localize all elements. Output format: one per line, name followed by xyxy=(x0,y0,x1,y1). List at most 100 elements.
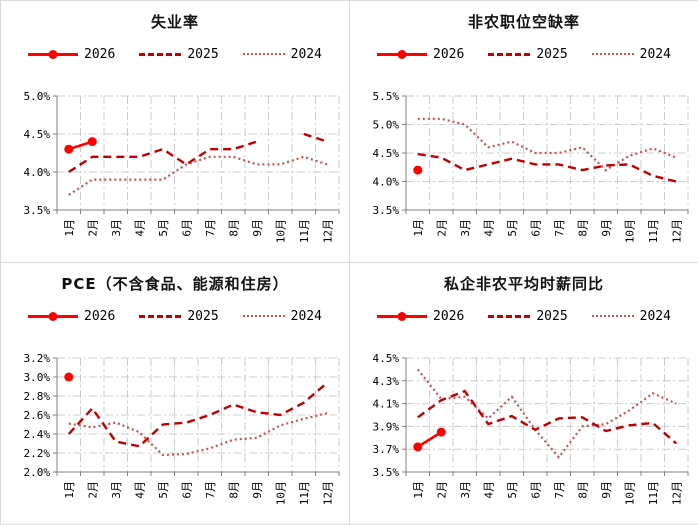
legend-label: 2025 xyxy=(536,308,568,324)
svg-text:3.0%: 3.0% xyxy=(24,371,51,384)
legend-item-2026: 2026 xyxy=(28,309,115,324)
svg-text:3.5%: 3.5% xyxy=(24,204,51,217)
svg-text:2月: 2月 xyxy=(435,219,448,237)
svg-text:6月: 6月 xyxy=(180,219,193,237)
svg-text:7月: 7月 xyxy=(204,481,217,499)
svg-text:3.5%: 3.5% xyxy=(373,204,400,217)
svg-text:4.3%: 4.3% xyxy=(373,375,400,388)
svg-text:11月: 11月 xyxy=(298,219,311,243)
chart-legend: 2026 2025 2024 xyxy=(1,307,349,325)
legend-marker-dot-icon xyxy=(397,49,407,59)
chart-title: 私企非农平均时薪同比 xyxy=(443,275,604,293)
line-chart-job-openings: 5.5% 5.0% 4.5% 4.0% 3.5% 1月 2月 3月 4月 5月 6月 7月 8月 9月 10… xyxy=(373,90,689,243)
legend-dashed-line-icon xyxy=(488,314,531,318)
legend-item-2025: 2025 xyxy=(488,308,568,324)
svg-text:2月: 2月 xyxy=(435,481,448,499)
legend-item-2024: 2024 xyxy=(591,47,671,62)
svg-text:3.5%: 3.5% xyxy=(373,466,400,479)
svg-text:6月: 6月 xyxy=(529,219,542,237)
svg-text:5月: 5月 xyxy=(506,481,519,499)
legend-dotted-line-icon xyxy=(242,315,285,317)
svg-text:11月: 11月 xyxy=(298,481,311,505)
legend-item-2024: 2024 xyxy=(591,309,671,324)
chart-title: 非农职位空缺率 xyxy=(467,13,580,31)
svg-text:3.9%: 3.9% xyxy=(373,420,400,433)
svg-text:1月: 1月 xyxy=(412,219,425,237)
svg-text:8月: 8月 xyxy=(227,219,240,237)
svg-text:9月: 9月 xyxy=(251,481,264,499)
svg-text:9月: 9月 xyxy=(600,219,613,237)
legend-marker-dot-icon xyxy=(48,49,58,59)
svg-text:10月: 10月 xyxy=(274,481,287,505)
svg-text:2.8%: 2.8% xyxy=(24,390,51,403)
svg-text:10月: 10月 xyxy=(274,219,287,243)
svg-text:3.7%: 3.7% xyxy=(373,443,400,456)
svg-text:2.0%: 2.0% xyxy=(24,466,51,479)
svg-text:5月: 5月 xyxy=(506,219,519,237)
legend-label: 2026 xyxy=(433,46,465,62)
svg-text:12月: 12月 xyxy=(670,219,683,243)
legend-item-2024: 2024 xyxy=(242,308,322,324)
svg-text:11月: 11月 xyxy=(647,481,660,505)
legend-dotted-line-icon xyxy=(242,53,285,55)
svg-text:4.5%: 4.5% xyxy=(373,147,400,160)
svg-text:12月: 12月 xyxy=(321,219,334,243)
svg-text:10月: 10月 xyxy=(623,219,636,243)
legend-item-2025: 2025 xyxy=(488,46,568,62)
svg-text:3月: 3月 xyxy=(459,481,472,499)
svg-text:2.2%: 2.2% xyxy=(24,447,51,460)
chart-legend: 2026 2025 2024 xyxy=(1,45,349,63)
svg-text:4.0%: 4.0% xyxy=(24,166,51,179)
legend-solid-line-icon xyxy=(377,49,428,59)
svg-text:5月: 5月 xyxy=(157,481,170,499)
svg-text:9月: 9月 xyxy=(251,219,264,237)
svg-text:10月: 10月 xyxy=(623,481,636,505)
svg-text:2.6%: 2.6% xyxy=(24,409,51,422)
line-chart-earnings: 4.5% 4.3% 4.1% 3.9% 3.7% 3.5% 1月 2月 3月 4月 5月 6月 7月 8月… xyxy=(373,352,689,505)
chart-title: PCE（不含食品、能源和住房） xyxy=(61,275,289,293)
svg-text:8月: 8月 xyxy=(227,481,240,499)
line-chart-pce: 3.2% 3.0% 2.8% 2.6% 2.4% 2.2% 2.0% 1月 2月 3月 4月 5月 6月… xyxy=(24,352,340,505)
legend-marker-dot-icon xyxy=(397,311,407,321)
legend-dotted-line-icon xyxy=(591,315,634,317)
legend-label: 2025 xyxy=(536,46,568,62)
svg-text:6月: 6月 xyxy=(529,481,542,499)
svg-text:4.5%: 4.5% xyxy=(373,352,400,365)
legend-item-2026: 2026 xyxy=(377,309,464,324)
legend-dashed-line-icon xyxy=(139,52,182,56)
svg-text:3月: 3月 xyxy=(110,481,123,499)
svg-text:9月: 9月 xyxy=(600,481,613,499)
legend-solid-line-icon xyxy=(28,311,79,321)
svg-text:7月: 7月 xyxy=(204,219,217,237)
svg-text:12月: 12月 xyxy=(670,481,683,505)
legend-label: 2025 xyxy=(187,46,219,62)
svg-text:4.5%: 4.5% xyxy=(24,128,51,141)
chart-panel-hourly-earnings-yoy: 私企非农平均时薪同比 2026 2025 2024 4.5% 4.3% 4.1% 3.… xyxy=(350,263,698,525)
svg-text:4.1%: 4.1% xyxy=(373,398,400,411)
svg-text:3.2%: 3.2% xyxy=(24,352,51,365)
svg-text:12月: 12月 xyxy=(321,481,334,505)
legend-label: 2026 xyxy=(84,308,116,324)
chart-title: 失业率 xyxy=(150,13,199,31)
svg-text:11月: 11月 xyxy=(647,219,660,243)
svg-text:5.0%: 5.0% xyxy=(24,90,51,103)
chart-panel-job-openings-rate: 非农职位空缺率 2026 2025 2024 5.5% 5.0% 4.5% 4.0% 3… xyxy=(350,1,698,263)
legend-label: 2024 xyxy=(290,308,322,324)
legend-dashed-line-icon xyxy=(139,314,182,318)
svg-text:8月: 8月 xyxy=(576,481,589,499)
chart-legend: 2026 2025 2024 xyxy=(350,307,698,325)
svg-text:8月: 8月 xyxy=(576,219,589,237)
legend-solid-line-icon xyxy=(377,311,428,321)
svg-text:5.0%: 5.0% xyxy=(373,119,400,132)
svg-text:1月: 1月 xyxy=(63,219,76,237)
legend-item-2025: 2025 xyxy=(139,46,219,62)
svg-text:7月: 7月 xyxy=(553,219,566,237)
svg-text:7月: 7月 xyxy=(553,481,566,499)
svg-text:2.4%: 2.4% xyxy=(24,428,51,441)
legend-item-2026: 2026 xyxy=(377,47,464,62)
chart-legend: 2026 2025 2024 xyxy=(350,45,698,63)
svg-text:6月: 6月 xyxy=(180,481,193,499)
svg-text:4月: 4月 xyxy=(482,481,495,499)
legend-dotted-line-icon xyxy=(591,53,634,55)
